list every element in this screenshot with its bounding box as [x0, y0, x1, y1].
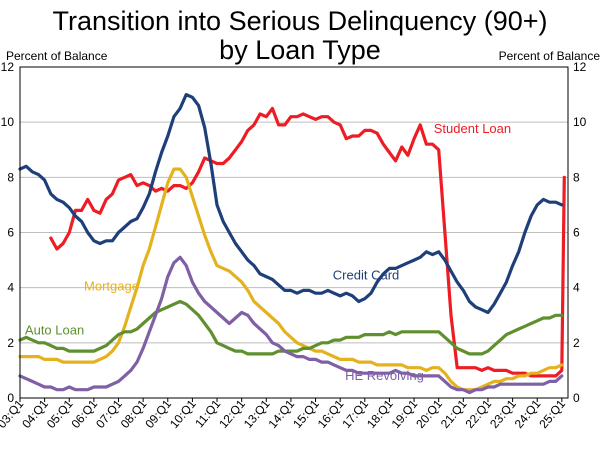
x-tick-label: 04:Q1 — [19, 397, 51, 431]
series-line-credit-card — [18, 93, 564, 315]
y-axis-label-left: Percent of Balance — [6, 49, 108, 63]
x-tick-label: 15:Q1 — [290, 397, 322, 431]
x-tick-label: 24:Q1 — [512, 397, 544, 431]
gridlines — [20, 121, 568, 344]
x-tick-label: 25:Q1 — [536, 397, 568, 431]
x-tick-label: 14:Q1 — [265, 397, 297, 431]
series-line-mortgage — [18, 167, 564, 392]
x-tick-label: 08:Q1 — [118, 397, 150, 431]
x-tick-label: 07:Q1 — [93, 397, 125, 431]
x-ticks: 03:Q104:Q105:Q106:Q107:Q108:Q109:Q110:Q1… — [0, 397, 568, 431]
x-tick-label: 13:Q1 — [241, 397, 273, 431]
y-tick-left: 4 — [7, 281, 14, 295]
y-tick-left: 10 — [1, 115, 15, 129]
series-label-student-loan: Student Loan — [434, 121, 511, 136]
y-tick-left: 0 — [7, 391, 14, 405]
x-tick-label: 06:Q1 — [68, 397, 100, 431]
series-line-auto-loan — [18, 299, 564, 356]
y-tick-left: 2 — [7, 336, 14, 350]
y-tick-right: 6 — [573, 226, 580, 240]
x-tick-label: 05:Q1 — [44, 397, 76, 431]
chart-title-line-1: Transition into Serious Delinquency (90+… — [52, 6, 547, 36]
x-tick-label: 20:Q1 — [413, 397, 445, 431]
x-tick-label: 22:Q1 — [463, 397, 495, 431]
y-ticks-right: 0 2 4 6 8 10 12 — [573, 60, 587, 405]
x-tick-label: 12:Q1 — [216, 397, 248, 431]
y-tick-left: 6 — [7, 226, 14, 240]
y-tick-right: 0 — [573, 391, 580, 405]
y-tick-right: 4 — [573, 281, 580, 295]
series-line-student-loan — [49, 106, 566, 378]
series-labels: Student Loan Credit Card Mortgage Auto Loan… — [25, 121, 511, 383]
y-tick-left: 8 — [7, 170, 14, 184]
series-label-mortgage: Mortgage — [84, 278, 139, 293]
x-tick-label: 09:Q1 — [142, 397, 174, 431]
x-tick-label: 17:Q1 — [339, 397, 371, 431]
x-tick-label: 18:Q1 — [364, 397, 396, 431]
series-lines — [18, 93, 566, 395]
plot-frame — [19, 66, 569, 399]
x-tick-label: 21:Q1 — [438, 397, 470, 431]
series-label-credit-card: Credit Card — [333, 267, 399, 282]
x-tick-label: 23:Q1 — [487, 397, 519, 431]
y-tick-right: 2 — [573, 336, 580, 350]
x-tick-label: 10:Q1 — [167, 397, 199, 431]
y-tick-right: 12 — [573, 60, 587, 74]
y-tick-right: 8 — [573, 170, 580, 184]
y-axis-label-right: Percent of Balance — [499, 49, 600, 63]
series-label-auto-loan: Auto Loan — [25, 323, 84, 338]
y-ticks-left: 0 2 4 6 8 10 12 — [1, 60, 15, 405]
y-tick-right: 10 — [573, 115, 587, 129]
series-line-he-revolving — [18, 255, 564, 395]
series-label-he-revolving: HE Revolving — [345, 368, 424, 383]
x-tick-label: 19:Q1 — [389, 397, 421, 431]
x-tick-label: 16:Q1 — [315, 397, 347, 431]
y-tick-left: 12 — [1, 60, 15, 74]
chart-title-line-2: by Loan Type — [219, 35, 381, 65]
